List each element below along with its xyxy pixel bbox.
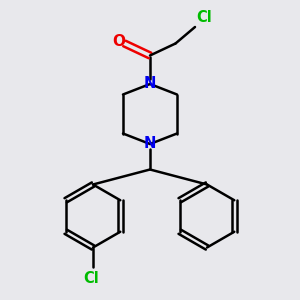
Text: N: N [144,136,156,152]
Text: Cl: Cl [196,10,212,25]
Text: Cl: Cl [84,271,99,286]
Text: N: N [144,76,156,92]
Text: O: O [112,34,126,49]
